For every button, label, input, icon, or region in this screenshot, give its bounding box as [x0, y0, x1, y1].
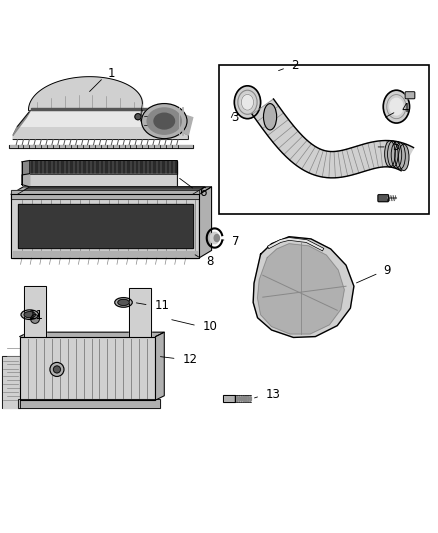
Polygon shape — [30, 174, 177, 187]
Ellipse shape — [210, 232, 219, 244]
Polygon shape — [22, 174, 30, 187]
Polygon shape — [171, 112, 193, 135]
Polygon shape — [9, 145, 193, 148]
Ellipse shape — [395, 143, 405, 169]
Ellipse shape — [24, 312, 35, 318]
Bar — [20, 336, 155, 400]
Text: 1: 1 — [107, 67, 115, 80]
Text: 13: 13 — [265, 388, 280, 401]
Polygon shape — [18, 110, 175, 126]
Polygon shape — [258, 244, 344, 334]
Polygon shape — [253, 237, 354, 337]
Polygon shape — [22, 160, 30, 175]
Ellipse shape — [390, 98, 403, 115]
Polygon shape — [2, 356, 20, 408]
Bar — [219, 65, 429, 214]
Ellipse shape — [399, 144, 409, 171]
Bar — [11, 194, 199, 258]
Bar — [18, 399, 160, 408]
Ellipse shape — [154, 113, 174, 129]
Text: 12: 12 — [182, 353, 197, 366]
Bar — [11, 190, 199, 199]
Text: 11: 11 — [28, 309, 43, 322]
Circle shape — [50, 362, 64, 376]
Text: 5: 5 — [392, 140, 400, 154]
Bar — [11, 194, 199, 258]
Ellipse shape — [264, 103, 277, 130]
Text: 2: 2 — [291, 59, 299, 72]
Circle shape — [53, 366, 60, 373]
Ellipse shape — [388, 141, 398, 167]
Bar — [24, 286, 46, 336]
Text: 8: 8 — [206, 255, 213, 268]
Polygon shape — [31, 108, 175, 110]
Polygon shape — [239, 395, 240, 402]
Polygon shape — [241, 395, 243, 402]
Ellipse shape — [391, 142, 402, 168]
Polygon shape — [13, 126, 188, 140]
Bar — [24, 286, 46, 336]
Ellipse shape — [241, 94, 254, 110]
Polygon shape — [18, 187, 205, 194]
Ellipse shape — [234, 86, 261, 119]
Ellipse shape — [141, 103, 187, 139]
Bar — [18, 204, 193, 248]
Polygon shape — [250, 395, 251, 402]
Bar — [13, 251, 197, 258]
Bar — [129, 288, 151, 336]
Ellipse shape — [115, 297, 132, 307]
Ellipse shape — [118, 300, 129, 305]
Ellipse shape — [214, 235, 219, 241]
Polygon shape — [30, 160, 177, 174]
Polygon shape — [237, 395, 238, 402]
Polygon shape — [235, 395, 236, 402]
Polygon shape — [20, 336, 155, 400]
Bar — [18, 399, 160, 408]
FancyBboxPatch shape — [378, 195, 389, 201]
Polygon shape — [252, 99, 413, 178]
Bar — [223, 395, 235, 402]
Polygon shape — [11, 187, 212, 194]
Polygon shape — [20, 332, 164, 336]
Polygon shape — [246, 395, 247, 402]
Ellipse shape — [383, 90, 410, 123]
Ellipse shape — [147, 108, 181, 134]
Bar — [129, 288, 151, 336]
Bar — [223, 395, 235, 402]
Ellipse shape — [385, 141, 395, 167]
Text: 7: 7 — [232, 235, 240, 248]
Text: 6: 6 — [199, 187, 207, 199]
Text: 4: 4 — [401, 102, 409, 115]
Circle shape — [31, 314, 39, 324]
Polygon shape — [199, 187, 212, 258]
Text: 9: 9 — [384, 264, 391, 277]
Text: 3: 3 — [231, 111, 239, 124]
Polygon shape — [244, 395, 245, 402]
Polygon shape — [248, 395, 249, 402]
Bar — [11, 190, 199, 199]
Polygon shape — [13, 110, 31, 135]
Circle shape — [135, 114, 141, 120]
Text: 11: 11 — [154, 300, 169, 312]
Text: 10: 10 — [202, 320, 217, 334]
Polygon shape — [155, 332, 164, 400]
Bar — [18, 204, 193, 248]
FancyBboxPatch shape — [405, 92, 415, 99]
Ellipse shape — [21, 310, 39, 319]
